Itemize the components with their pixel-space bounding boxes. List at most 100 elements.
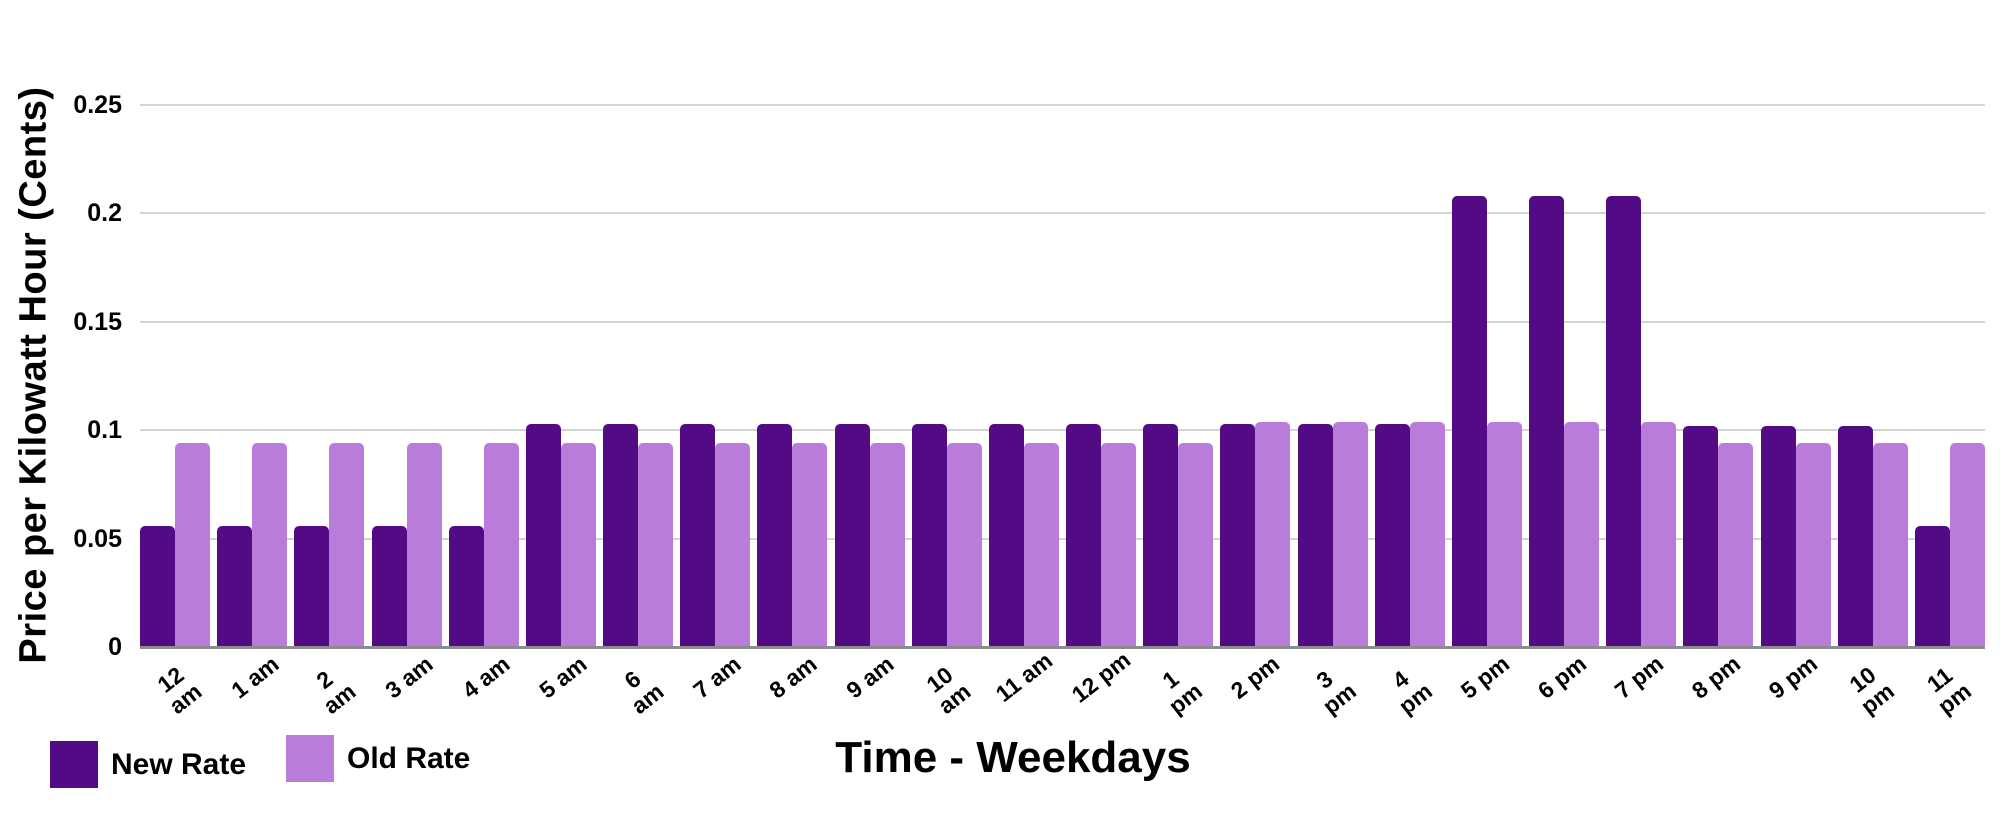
bar-old-rate-6-pm <box>1564 421 1600 647</box>
bar-group-10-am <box>911 105 982 647</box>
x-tick-3-pm: 3 pm <box>1311 665 1361 720</box>
bar-new-rate-7-pm <box>1606 196 1642 647</box>
bar-new-rate-8-pm <box>1683 425 1719 647</box>
bar-old-rate-8-am <box>792 443 828 647</box>
x-tick-12-am: 12 am <box>152 661 207 720</box>
bar-old-rate-7-am <box>715 443 751 647</box>
bar-old-rate-5-am <box>560 443 596 647</box>
bar-group-7-pm <box>1606 105 1677 647</box>
bar-group-4-am <box>448 105 519 647</box>
bar-new-rate-2-am <box>294 525 330 647</box>
bar-old-rate-8-pm <box>1718 443 1754 647</box>
bar-new-rate-4-am <box>448 525 484 647</box>
bar-old-rate-4-am <box>483 443 519 647</box>
x-tick-9-pm: 9 pm <box>1763 650 1822 704</box>
legend-swatch-new-rate <box>50 741 98 788</box>
bar-old-rate-11-am <box>1023 443 1059 647</box>
bar-old-rate-1-pm <box>1178 443 1214 647</box>
x-tick-7-pm: 7 pm <box>1609 650 1669 704</box>
gridline-0-2 <box>140 212 1985 215</box>
bar-group-9-am <box>834 105 905 647</box>
y-tick-0: 0 <box>108 633 122 661</box>
x-tick-11-pm: 11 pm <box>1921 661 1976 720</box>
bar-old-rate-3-am <box>406 443 442 647</box>
bar-new-rate-10-pm <box>1837 425 1873 647</box>
bar-new-rate-11-am <box>988 423 1024 647</box>
bar-new-rate-6-am <box>603 423 639 647</box>
bar-new-rate-11-pm <box>1914 525 1950 647</box>
bar-old-rate-11-pm <box>1949 443 1985 647</box>
x-tick-10-am: 10 am <box>921 661 976 720</box>
legend-item-old-rate: Old Rate <box>286 735 470 782</box>
bar-old-rate-1-am <box>252 443 288 647</box>
gridline-0-05 <box>140 537 1985 540</box>
y-tick-0-25: 0.25 <box>73 91 122 119</box>
bar-new-rate-8-am <box>757 423 793 647</box>
bar-old-rate-12-am <box>175 443 210 647</box>
x-tick-11-am: 11 am <box>990 647 1058 707</box>
x-tick-4-pm: 4 pm <box>1387 665 1438 720</box>
bars-row <box>140 105 1985 647</box>
bar-new-rate-1-pm <box>1143 423 1179 647</box>
bar-group-7-am <box>680 105 751 647</box>
x-tick-12-pm: 12 pm <box>1066 646 1136 708</box>
legend-swatch-old-rate <box>286 735 334 782</box>
plot-area <box>140 104 1985 649</box>
x-tick-6-am: 6 am <box>619 665 669 720</box>
bar-old-rate-10-pm <box>1872 443 1908 647</box>
x-tick-2-pm: 2 pm <box>1225 650 1284 704</box>
legend-label-old-rate: Old Rate <box>347 741 471 775</box>
bar-group-2-am <box>294 105 365 647</box>
x-tick-1-am: 1 am <box>226 650 284 704</box>
bar-new-rate-5-am <box>525 423 561 647</box>
bar-new-rate-9-am <box>834 423 870 647</box>
x-tick-8-pm: 8 pm <box>1686 650 1746 704</box>
bar-old-rate-6-am <box>638 443 674 647</box>
bar-group-8-am <box>757 105 828 647</box>
x-tick-10-pm: 10 pm <box>1844 661 1899 720</box>
gridline-0-1 <box>140 429 1985 432</box>
bar-new-rate-4-pm <box>1374 423 1410 647</box>
bar-group-5-am <box>525 105 596 647</box>
bar-new-rate-3-pm <box>1297 423 1333 647</box>
bar-new-rate-12-am <box>140 525 175 647</box>
bar-group-8-pm <box>1683 105 1754 647</box>
x-tick-9-am: 9 am <box>841 650 899 704</box>
x-axis-line <box>140 646 1985 649</box>
bar-group-12-pm <box>1066 105 1137 647</box>
bar-group-6-am <box>603 105 674 647</box>
bar-group-1-pm <box>1143 105 1214 647</box>
bar-new-rate-5-pm <box>1451 196 1487 647</box>
gridline-0-25 <box>140 104 1985 106</box>
y-tick-0-2: 0.2 <box>87 199 122 228</box>
x-tick-1-pm: 1 pm <box>1157 665 1207 720</box>
bar-group-4-pm <box>1374 105 1445 647</box>
bar-new-rate-3-am <box>371 525 407 647</box>
bar-group-5-pm <box>1451 105 1522 647</box>
y-tick-0-1: 0.1 <box>87 416 122 445</box>
gridline-0-15 <box>140 320 1985 323</box>
bar-new-rate-9-pm <box>1760 425 1796 647</box>
bar-old-rate-5-pm <box>1486 421 1522 647</box>
bar-new-rate-6-pm <box>1529 196 1565 647</box>
legend-item-new-rate: New Rate <box>50 741 246 788</box>
bar-group-11-pm <box>1914 105 1985 647</box>
x-tick-7-am: 7 am <box>687 650 746 704</box>
bar-group-9-pm <box>1760 105 1831 647</box>
bar-group-3-am <box>371 105 442 647</box>
bar-old-rate-3-pm <box>1332 421 1368 647</box>
bar-new-rate-7-am <box>680 423 716 647</box>
bar-group-6-pm <box>1529 105 1600 647</box>
y-axis-tick-labels: 0 0.05 0.1 0.15 0.2 0.25 <box>0 91 122 661</box>
x-axis-title: Time - Weekdays <box>835 733 1191 782</box>
bar-new-rate-10-am <box>911 423 947 647</box>
bar-new-rate-1-am <box>217 525 253 647</box>
bar-group-1-am <box>217 105 288 647</box>
bar-old-rate-7-pm <box>1641 421 1677 647</box>
x-tick-4-am: 4 am <box>457 650 515 704</box>
bar-old-rate-9-am <box>869 443 905 647</box>
y-tick-0-15: 0.15 <box>73 307 122 336</box>
x-tick-2-am: 2 am <box>311 665 361 720</box>
bar-old-rate-2-am <box>329 443 365 647</box>
